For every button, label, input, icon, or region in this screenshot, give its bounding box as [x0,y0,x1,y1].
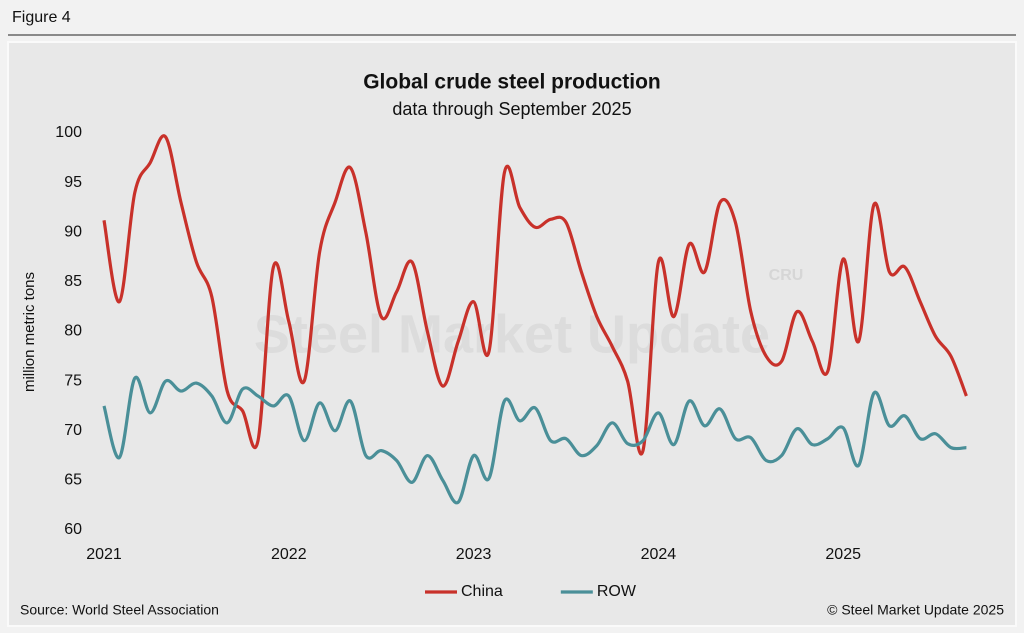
y-tick-label: 90 [64,223,82,240]
chart-panel [7,41,1017,627]
y-axis-label: million metric tons [21,272,38,392]
watermark-badge: CRU [769,267,804,284]
y-tick-label: 80 [64,323,82,340]
series-line [102,134,968,456]
x-tick-label: 2024 [641,546,677,563]
y-tick-label: 100 [55,124,82,141]
y-tick-label: 70 [64,422,82,439]
figure-label: Figure 4 [12,9,71,26]
legend-label: ROW [597,583,637,600]
x-tick-label: 2022 [271,546,307,563]
x-tick-label: 2023 [456,546,492,563]
chart-title: Global crude steel production [363,71,661,94]
source: Source: World Steel Association [20,602,219,618]
x-tick-label: 2025 [825,546,861,563]
y-tick-label: 85 [64,273,82,290]
y-tick-label: 60 [64,521,82,538]
legend-label: China [461,583,503,600]
x-tick-label: 2021 [86,546,122,563]
watermark: Steel Market Update [254,304,770,364]
y-tick-label: 65 [64,472,82,489]
y-tick-label: 95 [64,174,82,191]
copyright: © Steel Market Update 2025 [827,602,1004,618]
series-line [102,375,967,505]
chart-subtitle: data through September 2025 [392,99,631,119]
y-tick-label: 75 [64,372,82,389]
